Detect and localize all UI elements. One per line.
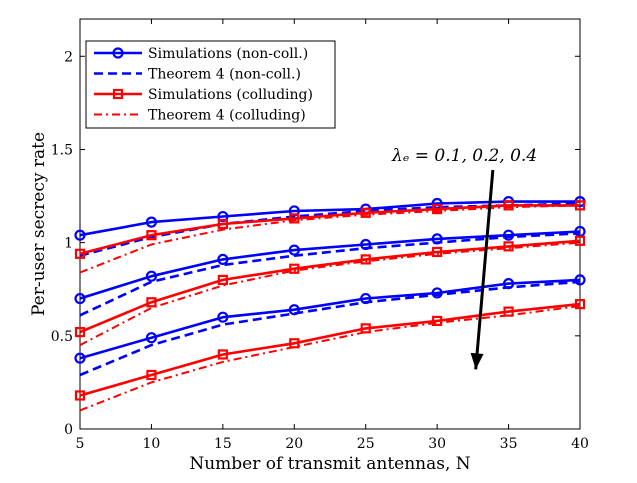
data-point-square [146,230,157,241]
series-line [79,200,580,237]
data-point-square [432,246,443,258]
series-line [79,278,581,360]
data-point-circle [431,287,443,299]
data-point-square [360,323,371,334]
series-9 [74,274,586,364]
series-line [79,204,581,274]
plot-frame [79,18,581,430]
y-tick-label: 0 [64,422,73,438]
x-axis-label: Number of transmit antennas, N [189,454,470,474]
annotation-arrow-head [470,352,484,370]
series-10 [79,280,581,377]
legend-label: Simulations (non-coll.) [148,46,308,62]
legend: Simulations (non-coll.) Theorem 4 (non-co… [85,40,336,129]
data-point-square [74,390,86,401]
y-tick-label: 2 [64,49,73,65]
legend-marker-circle [112,47,124,59]
annotation-label: λₑ = 0.1, 0.2, 0.4 [391,146,537,166]
data-point-circle [574,274,586,286]
series-4 [79,204,581,274]
axis-ticks: 5 10 15 20 25 30 35 40 0 0.5 1 1.5 2 [51,19,589,452]
data-point-circle [217,311,229,323]
series-line [79,239,581,334]
data-point-square [74,248,86,259]
series-layer [74,196,586,412]
data-point-square [503,200,514,211]
annotation-arrow-shaft [474,169,495,370]
data-point-square [574,200,586,211]
data-point-square [146,369,157,381]
annotation-layer: λₑ = 0.1, 0.2, 0.4 [391,146,537,370]
series-line [79,204,580,256]
y-tick-label: 1.5 [51,142,73,158]
series-line [79,280,581,377]
data-point-circle [502,229,515,241]
legend-label: Theorem 4 (colluding) [148,108,306,124]
data-point-square [432,203,443,215]
data-point-square [289,263,300,274]
x-tick-label: 20 [285,436,303,452]
legend-box [85,40,336,129]
data-point-circle [145,270,158,282]
data-point-square [360,254,371,265]
x-tick-label: 30 [428,436,446,452]
y-tick-label: 0.5 [51,329,73,345]
x-tick-label: 35 [500,436,518,452]
series-line [79,230,581,300]
series-line [79,232,581,317]
data-point-circle [217,253,229,266]
data-point-circle [74,292,86,305]
data-point-square [432,315,443,327]
legend-label: Simulations (colluding) [148,87,313,103]
series-3 [74,200,586,259]
data-point-square [146,297,157,308]
legend-marker-square [112,88,124,100]
data-point-square [503,241,514,252]
x-tick-label: 40 [571,436,589,452]
series-6 [79,232,581,317]
data-point-square [217,349,228,360]
y-axis-label: Per-user secrecy rate [29,132,49,316]
data-point-circle [74,229,86,241]
data-point-square [574,299,586,310]
x-tick-label: 15 [214,436,232,452]
data-point-square [74,326,86,338]
x-tick-label: 5 [76,436,85,452]
data-point-square [574,235,586,246]
data-point-circle [74,352,86,364]
data-point-square [360,207,371,218]
data-point-circle [288,304,300,316]
series-11 [74,299,586,401]
data-point-square [503,306,514,317]
x-tick-label: 25 [357,436,375,452]
data-point-square [217,274,228,286]
data-point-square [289,213,300,224]
series-line [79,302,581,397]
data-point-circle [145,216,158,228]
x-tick-label: 10 [143,436,161,452]
data-point-square [217,218,228,230]
y-tick-label: 1 [64,236,73,252]
legend-label: Theorem 4 (non-coll.) [148,67,301,83]
series-7 [74,235,586,338]
series-line [79,241,581,346]
data-point-circle [145,332,158,344]
series-8 [79,241,581,346]
